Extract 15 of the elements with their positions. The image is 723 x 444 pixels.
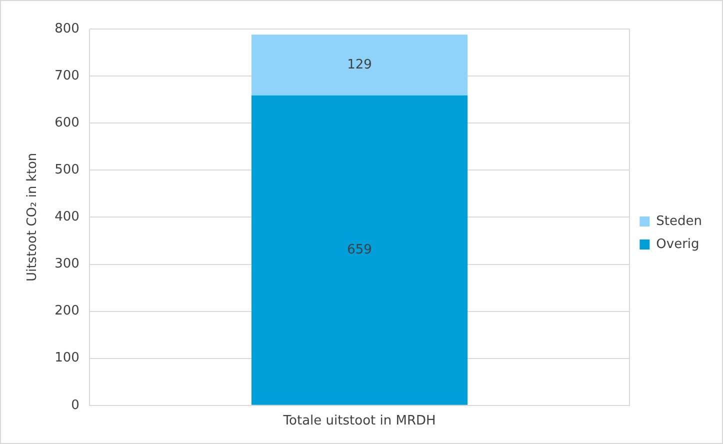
y-tick-label: 700	[54, 68, 80, 84]
y-tick-label: 600	[54, 115, 80, 130]
y-tick-label: 400	[54, 210, 80, 225]
y-tick-label: 200	[54, 304, 80, 319]
y-tick-label: 0	[71, 398, 80, 413]
y-tick-label: 800	[54, 21, 80, 36]
data-label: 659	[347, 242, 372, 258]
x-tick-label: Totale uitstoot in MRDH	[282, 414, 436, 429]
legend-label: Overig	[656, 236, 700, 252]
legend-label: Steden	[656, 214, 702, 229]
y-tick-label: 500	[54, 162, 80, 178]
y-axis-title: Uitstoot CO₂ in kton	[25, 152, 40, 282]
y-tick-label: 300	[54, 256, 80, 272]
data-label: 129	[347, 57, 372, 72]
y-tick-label: 100	[54, 350, 80, 366]
